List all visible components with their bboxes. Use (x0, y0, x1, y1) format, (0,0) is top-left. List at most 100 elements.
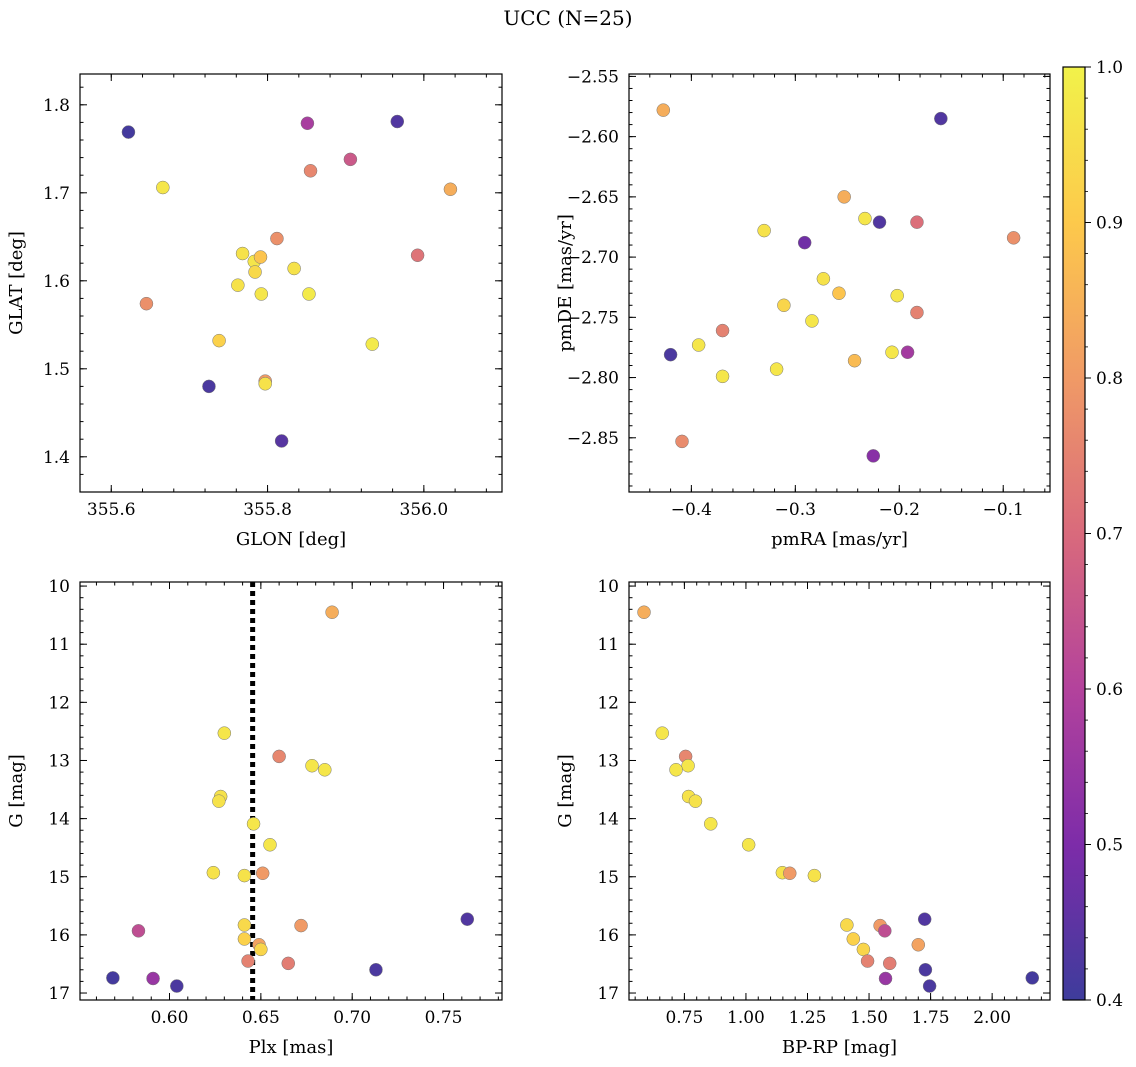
scatter-point (866, 449, 881, 463)
scatter-point (882, 956, 897, 971)
y-tick-label: 13 (597, 751, 619, 771)
scatter-point (255, 866, 270, 881)
axes-frame (628, 581, 1051, 1001)
colorbar-tick-label: 1.0 (1096, 58, 1123, 78)
scatter-point (807, 868, 822, 883)
scatter-point (302, 287, 316, 301)
panel-glon-glat: 355.6 355.8 356.0 1.4 1.5 1.6 1.7 1.8 GLON [deg]… (6, 73, 503, 550)
scatter-point (258, 377, 272, 391)
scatter-point (691, 338, 706, 352)
y-tick-label: −2.65 (567, 188, 619, 208)
panel-pmra-pmde: −0.4 −0.3 −0.2 −0.1 −2.85 −2.80 −2.75 −2.70 −2.6… (555, 67, 1051, 550)
y-tick-label: 11 (597, 635, 619, 655)
scatter-point (300, 116, 315, 131)
y-tick-label: 12 (597, 693, 619, 713)
scatter-point (878, 924, 892, 938)
scatter-point (715, 369, 730, 384)
scatter-point (703, 817, 718, 831)
y-tick-label: 1.6 (43, 272, 70, 292)
scatter-point (318, 763, 332, 777)
scatter-point (325, 605, 339, 619)
scatter-point (757, 223, 771, 238)
scatter-point (270, 231, 284, 246)
scatter-point (303, 164, 318, 178)
scatter-point (846, 932, 861, 946)
scatter-point (241, 954, 255, 968)
scatter-point (805, 314, 819, 328)
y-tick-label: 15 (48, 868, 70, 888)
x-axis-label: BP-RP [mag] (782, 1037, 897, 1058)
y-axis-label: pmDE [mas/yr] (555, 214, 576, 352)
x-axis-label: GLON [deg] (236, 529, 346, 550)
y-tick-label: 17 (597, 984, 619, 1004)
scatter-point (294, 918, 308, 933)
axes-frame (79, 581, 503, 1001)
y-tick-label: 16 (597, 926, 619, 946)
scatter-point (272, 749, 286, 764)
x-axis-label: pmRA [mas/yr] (771, 529, 908, 550)
x-tick-label: −0.1 (983, 500, 1024, 520)
scatter-point (1025, 971, 1040, 985)
scatter-points (637, 605, 1040, 993)
scatter-point (146, 971, 160, 986)
scatter-point (237, 918, 252, 932)
axes-frame (79, 73, 503, 493)
colorbar-tick-label: 0.6 (1096, 680, 1123, 700)
x-axis-label: Plx [mas] (249, 1037, 334, 1058)
scatter-point (681, 758, 695, 773)
x-tick-label: −0.4 (671, 500, 712, 520)
scatter-point (231, 278, 245, 292)
y-tick-label: −2.70 (567, 248, 619, 268)
scatter-point (922, 979, 937, 993)
scatter-point (858, 211, 872, 226)
scatter-point (343, 152, 358, 167)
x-tick-label: 1.50 (850, 1008, 888, 1028)
axis-ticks (628, 74, 1050, 492)
scatter-point (910, 305, 924, 320)
scatter-point (816, 272, 831, 286)
scatter-point (885, 345, 899, 360)
x-tick-label: 355.8 (243, 500, 292, 520)
y-tick-label: −2.80 (567, 369, 619, 389)
scatter-point (121, 125, 136, 139)
scatter-point (847, 353, 862, 368)
colorbar-tick-label: 0.4 (1096, 991, 1123, 1011)
scatter-point (918, 963, 933, 977)
x-tick-label: 0.75 (425, 1008, 463, 1028)
y-tick-label: −2.55 (567, 67, 619, 87)
scatter-point (237, 932, 252, 946)
scatter-point (139, 296, 154, 311)
y-tick-label: 11 (48, 635, 70, 655)
colorbar: 0.4 0.5 0.6 0.7 0.8 0.9 1.0 (1062, 58, 1123, 1011)
scatter-point (769, 362, 784, 376)
colorbar-tick-label: 0.5 (1096, 836, 1123, 856)
y-axis-label: GLAT [deg] (6, 231, 27, 335)
scatter-point (663, 347, 678, 362)
colorbar-gradient (1062, 66, 1086, 1001)
scatter-point (212, 794, 226, 808)
axis-ticks (80, 582, 502, 1000)
scatter-points (106, 605, 475, 993)
scatter-point (253, 250, 268, 264)
y-tick-label: 14 (597, 810, 619, 830)
scatter-point (156, 180, 170, 195)
colorbar-tick-label: 0.9 (1096, 214, 1123, 234)
scatter-point (675, 434, 689, 449)
scatter-point (637, 605, 651, 619)
scatter-point (934, 111, 948, 126)
scatter-point (837, 190, 851, 204)
y-tick-label: 14 (48, 810, 70, 830)
scatter-point (287, 261, 301, 276)
scatter-point (910, 215, 924, 229)
scatter-point (206, 865, 221, 880)
x-tick-label: 356.0 (400, 500, 449, 520)
scatter-point (235, 246, 250, 261)
scatter-point (890, 288, 904, 303)
scatter-point (741, 838, 756, 852)
scatter-point (106, 971, 120, 985)
x-tick-label: 2.00 (973, 1008, 1011, 1028)
scatter-point (443, 182, 458, 197)
x-tick-label: 1.00 (727, 1008, 765, 1028)
y-tick-label: 13 (48, 751, 70, 771)
